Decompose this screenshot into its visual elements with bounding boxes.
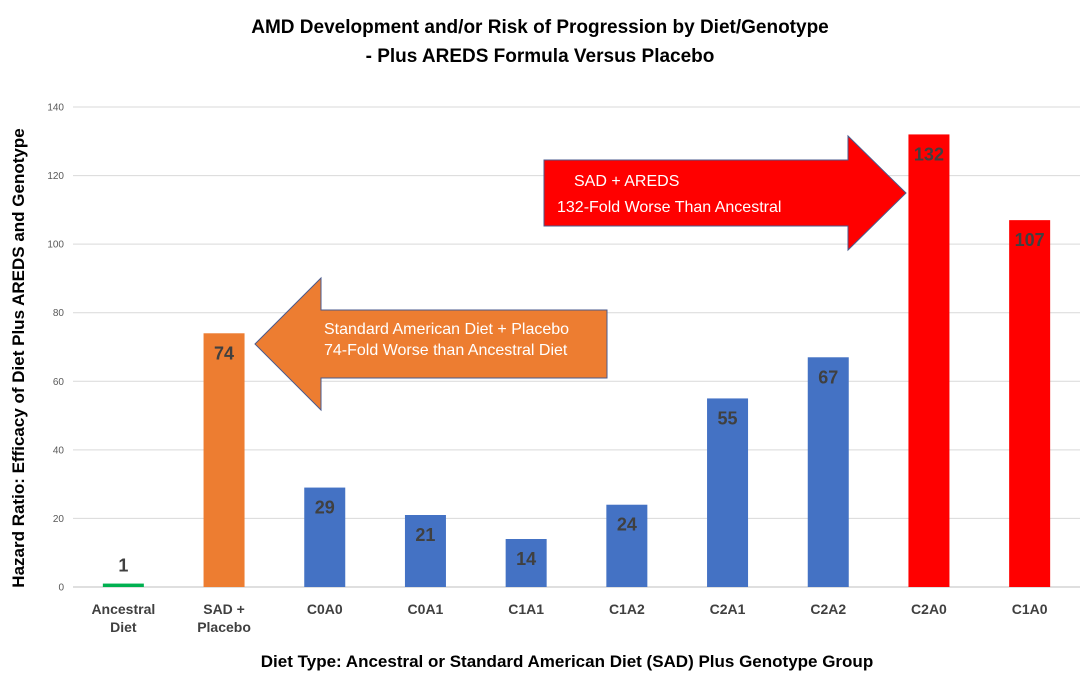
- y-tick-label: 120: [47, 171, 64, 182]
- callout-arrow-left: [254, 276, 608, 412]
- callouts: Standard American Diet + Placebo 74-Fold …: [254, 134, 907, 412]
- y-axis-ticks: 0 20 40 60 80 100 120 140: [47, 103, 64, 594]
- y-tick-label: 100: [47, 240, 64, 251]
- data-label: 67: [818, 367, 838, 387]
- chart-title-line-1: AMD Development and/or Risk of Progressi…: [251, 17, 829, 38]
- bar: [606, 504, 648, 587]
- y-tick-label: 60: [53, 377, 65, 388]
- bar: [908, 134, 950, 587]
- data-label: 14: [516, 549, 536, 569]
- bars: [102, 134, 1051, 587]
- data-label: 55: [718, 408, 738, 428]
- bar: [404, 515, 446, 587]
- data-labels: 1 74 29 21 14 24 55 67 132 107: [118, 144, 1044, 575]
- x-axis-categories: Ancestral Diet SAD + Placebo C0A0 C0A1 C1A1 C1A…: [91, 601, 1047, 635]
- callout-text-right: SAD + AREDS 132-Fold Worse Than Ancestral: [557, 173, 781, 216]
- data-label: 74: [214, 343, 234, 363]
- x-tick-label: Ancestral Diet: [91, 601, 155, 635]
- x-tick-label: C0A1: [408, 601, 444, 617]
- data-label: 1: [118, 556, 128, 576]
- data-label: 107: [1015, 230, 1045, 250]
- bar: [102, 583, 144, 587]
- y-tick-label: 20: [53, 514, 65, 525]
- callout-arrow-right: [543, 134, 907, 252]
- bar: [1009, 220, 1051, 587]
- x-tick-label: C2A0: [911, 601, 947, 617]
- data-label: 24: [617, 515, 637, 535]
- x-tick-label: C0A0: [307, 601, 343, 617]
- data-label: 132: [914, 144, 944, 164]
- bar: [807, 357, 849, 587]
- data-label: 29: [315, 498, 335, 518]
- y-tick-label: 80: [53, 308, 65, 319]
- bar: [505, 539, 547, 587]
- bar: [304, 487, 346, 587]
- bar: [707, 398, 749, 587]
- y-tick-label: 40: [53, 445, 65, 456]
- chart-title-line-2: - Plus AREDS Formula Versus Placebo: [366, 46, 715, 67]
- x-tick-label: C1A0: [1012, 601, 1048, 617]
- x-tick-label: C1A2: [609, 601, 645, 617]
- x-tick-label: C2A2: [810, 601, 846, 617]
- x-axis-label: Diet Type: Ancestral or Standard America…: [261, 652, 873, 671]
- y-tick-label: 140: [47, 103, 64, 114]
- bar: [203, 333, 245, 587]
- callout-text-left: Standard American Diet + Placebo 74-Fold …: [324, 321, 569, 359]
- x-tick-label: C2A1: [710, 601, 746, 617]
- x-tick-label: C1A1: [508, 601, 544, 617]
- y-tick-label: 0: [58, 583, 64, 594]
- y-axis-label: Hazard Ratio: Efficacy of Diet Plus ARED…: [9, 128, 28, 587]
- x-tick-label: SAD + Placebo: [197, 601, 251, 635]
- data-label: 21: [415, 525, 435, 545]
